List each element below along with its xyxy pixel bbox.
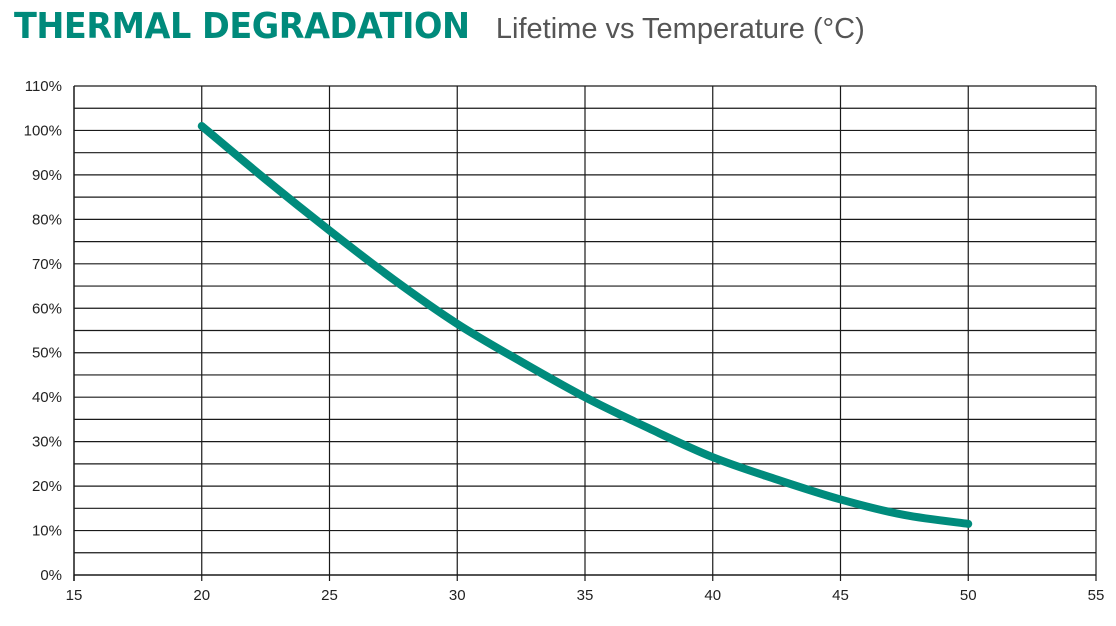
y-tick-labels: 0% 10% 20% 30% 40% 50% 60% 70% 80% 90% 100% 110% bbox=[24, 78, 62, 584]
y-tick-label: 70% bbox=[32, 256, 62, 273]
x-tick-label: 35 bbox=[577, 587, 594, 604]
x-tick-label: 50 bbox=[960, 587, 977, 604]
axis-layer bbox=[73, 86, 1097, 581]
x-tick-label: 45 bbox=[832, 587, 849, 604]
x-tick-label: 20 bbox=[193, 587, 210, 604]
grid-layer bbox=[74, 85, 1097, 575]
y-tick-label: 50% bbox=[32, 345, 62, 362]
x-tick-label: 55 bbox=[1088, 587, 1105, 604]
y-tick-label: 20% bbox=[32, 478, 62, 495]
x-tick-label: 30 bbox=[449, 587, 466, 604]
series-layer bbox=[197, 122, 973, 528]
x-tick-label: 25 bbox=[321, 587, 338, 604]
chart-header: THERMAL DEGRADATION Lifetime vs Temperat… bbox=[14, 6, 865, 52]
series-line bbox=[197, 122, 973, 528]
y-tick-label: 60% bbox=[32, 300, 62, 317]
y-tick-label: 90% bbox=[32, 167, 62, 184]
y-tick-label: 110% bbox=[25, 78, 62, 95]
y-tick-label: 40% bbox=[32, 389, 62, 406]
x-tick-label: 15 bbox=[66, 587, 83, 604]
y-tick-label: 80% bbox=[32, 211, 62, 228]
y-tick-label: 30% bbox=[32, 434, 62, 451]
y-tick-label: 0% bbox=[40, 567, 62, 584]
x-tick-label: 40 bbox=[704, 587, 721, 604]
y-tick-label: 100% bbox=[24, 122, 62, 139]
chart-subtitle: Lifetime vs Temperature (°C) bbox=[495, 13, 865, 45]
chart-title: THERMAL DEGRADATION bbox=[14, 6, 470, 47]
y-tick-label: 10% bbox=[32, 523, 62, 540]
x-tick-labels: 15 20 25 30 35 40 45 50 55 bbox=[66, 587, 1105, 604]
